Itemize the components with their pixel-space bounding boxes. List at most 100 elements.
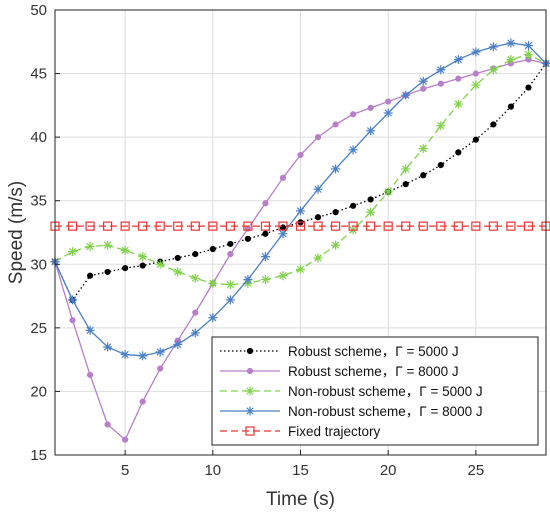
data-point <box>227 251 234 258</box>
y-tick-label: 45 <box>30 66 47 83</box>
data-point <box>192 309 199 316</box>
data-point <box>455 149 462 156</box>
data-point <box>402 181 409 188</box>
data-point <box>297 151 304 159</box>
legend-label: Fixed trajectory <box>288 424 381 439</box>
data-point <box>367 104 374 112</box>
data-point <box>120 221 130 231</box>
data-point <box>260 275 270 285</box>
data-point <box>488 221 498 231</box>
data-point <box>245 386 255 396</box>
data-point <box>348 145 358 155</box>
data-point <box>471 80 481 90</box>
data-point <box>472 70 479 77</box>
data-point <box>523 41 533 51</box>
data-point <box>331 164 341 174</box>
data-point <box>225 295 235 305</box>
data-point <box>437 162 444 169</box>
data-point <box>314 134 322 141</box>
data-point <box>120 350 130 360</box>
data-point <box>295 221 306 231</box>
y-axis-label: Speed (m/s) <box>6 181 27 284</box>
data-point <box>525 84 532 91</box>
data-point <box>278 229 288 239</box>
data-point <box>245 406 255 416</box>
data-point <box>420 85 427 92</box>
data-point <box>225 221 235 231</box>
data-point <box>260 221 271 231</box>
data-point <box>455 75 462 82</box>
data-point <box>190 221 200 231</box>
data-point <box>243 221 253 231</box>
legend-entry: Non-robust scheme，Γ = 8000 J <box>220 404 483 419</box>
data-point <box>190 273 200 283</box>
data-point <box>366 207 376 217</box>
data-point <box>155 347 165 357</box>
data-point <box>401 164 411 174</box>
data-point <box>173 339 183 349</box>
data-point <box>68 247 78 257</box>
data-point <box>68 295 78 305</box>
data-point <box>279 174 287 181</box>
data-point <box>85 325 95 335</box>
data-point <box>350 202 357 209</box>
data-point <box>120 245 130 255</box>
data-point <box>103 342 113 352</box>
data-point <box>296 206 305 216</box>
data-point <box>262 230 269 237</box>
data-point <box>366 126 376 136</box>
data-point <box>350 111 357 118</box>
data-point <box>401 221 411 231</box>
data-point <box>418 144 428 154</box>
data-point <box>192 251 199 258</box>
data-point <box>506 38 516 48</box>
data-point <box>104 268 111 276</box>
data-point <box>86 371 94 378</box>
data-point <box>330 221 341 231</box>
data-point <box>69 317 76 324</box>
data-point <box>418 76 428 86</box>
x-tick-label: 5 <box>121 462 129 479</box>
data-point <box>436 221 446 231</box>
data-point <box>262 200 269 207</box>
data-point <box>85 241 95 251</box>
data-point <box>103 240 113 250</box>
data-point <box>244 235 251 242</box>
data-point <box>506 221 516 231</box>
data-point <box>472 136 479 143</box>
data-point <box>122 436 129 443</box>
data-point <box>227 240 234 248</box>
data-point <box>488 65 498 75</box>
data-point <box>278 221 288 231</box>
y-tick-label: 50 <box>30 2 47 19</box>
data-point <box>173 267 183 277</box>
legend-entry: Fixed trajectory <box>220 424 381 439</box>
data-point <box>506 55 516 65</box>
series-layer <box>50 38 550 443</box>
data-point <box>367 196 374 203</box>
data-point <box>401 90 411 100</box>
data-point <box>453 55 463 65</box>
data-point <box>523 221 534 231</box>
data-point <box>488 42 498 52</box>
data-point <box>138 351 148 361</box>
data-point <box>507 103 515 110</box>
data-point <box>138 221 148 231</box>
data-point <box>332 209 339 216</box>
data-point <box>348 221 358 231</box>
data-point <box>155 259 165 269</box>
x-axis-label: Time (s) <box>266 489 335 510</box>
data-point <box>85 221 95 231</box>
data-point <box>471 47 481 57</box>
y-tick-label: 40 <box>30 129 47 146</box>
data-point <box>122 265 129 272</box>
data-point <box>139 398 146 405</box>
data-point <box>208 313 218 323</box>
series-nonrobust-5000 <box>50 50 550 290</box>
data-point <box>331 240 341 250</box>
y-tick-label: 35 <box>30 193 47 210</box>
legend-label: Non-robust scheme，Γ = 8000 J <box>288 404 483 419</box>
legend-entry: Robust scheme，Γ = 5000 J <box>220 344 459 359</box>
data-point <box>313 184 323 194</box>
